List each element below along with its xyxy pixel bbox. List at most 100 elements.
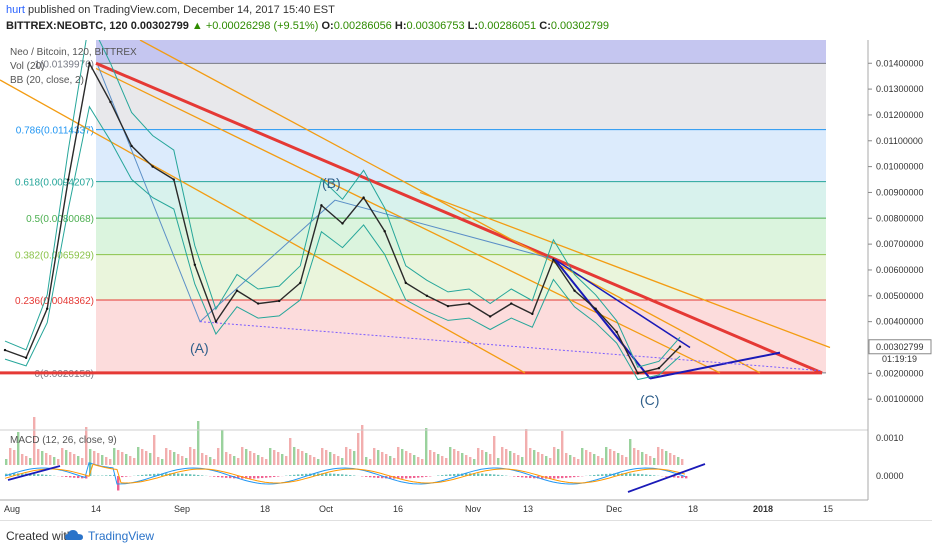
volume-bar [561, 431, 563, 465]
volume-bar [349, 449, 351, 465]
macd-histogram-bar [641, 474, 643, 476]
footer: Created with TradingView [0, 520, 932, 551]
fib-retracement[interactable]: 1(0.0139976)0.786(0.0114337)0.618(0.0094… [15, 40, 826, 380]
macd-histogram-bar [649, 475, 651, 476]
volume-bar [557, 449, 559, 465]
macd-histogram-bar [141, 475, 143, 476]
price-tick-label: 0.00700000 [876, 239, 924, 249]
price-tick-label: 0.00500000 [876, 291, 924, 301]
volume-bar [77, 456, 79, 465]
macd-line [5, 463, 685, 484]
volume-bar [673, 455, 675, 465]
price-tick-label: 0.00600000 [876, 265, 924, 275]
macd-histogram-bar [269, 476, 271, 477]
time-tick-label: 14 [91, 504, 101, 514]
volume-bar [49, 455, 51, 465]
volume-bar [661, 449, 663, 465]
macd-histogram-bar [629, 473, 631, 476]
macd-histogram-bar [77, 476, 79, 478]
macd-histogram-bar [665, 476, 667, 477]
volume-bar [273, 450, 275, 465]
volume-bar [645, 454, 647, 465]
volume-bar [573, 457, 575, 465]
price-tick-label: 0.01100000 [876, 136, 923, 146]
macd-histogram-bar [341, 474, 343, 476]
close-value: 0.00302799 [551, 20, 609, 32]
volume-bar [509, 451, 511, 465]
volume-bar [605, 447, 607, 465]
price-point [299, 282, 301, 284]
volume-bar [305, 453, 307, 465]
volume-bar [329, 452, 331, 465]
macd-histogram-bar [325, 473, 327, 476]
volume-bar [545, 456, 547, 465]
volume-bar [141, 449, 143, 465]
volume-bar [637, 450, 639, 465]
volume-bar [93, 451, 95, 465]
volume-bar [569, 455, 571, 465]
price-point [173, 178, 175, 180]
price-point [468, 302, 470, 304]
volume-bar [601, 458, 603, 465]
time-tick-label: 18 [260, 504, 270, 514]
volume-bar [345, 447, 347, 465]
volume-bar [393, 458, 395, 465]
macd-histogram-bar [485, 474, 487, 476]
price-point [658, 367, 660, 369]
price-chart[interactable]: 1(0.0139976)0.786(0.0114337)0.618(0.0094… [0, 40, 932, 520]
low-value: 0.00286051 [478, 20, 536, 32]
volume-bar [293, 447, 295, 465]
volume-bar [65, 450, 67, 465]
author-name[interactable]: hurt [6, 4, 25, 16]
macd-histogram-bar [413, 476, 415, 478]
volume-bar [57, 459, 59, 465]
up-triangle-icon: ▲ [192, 20, 203, 32]
volume-bar [45, 453, 47, 465]
macd-histogram-bar [105, 475, 107, 476]
wave-a-label: (A) [190, 340, 209, 356]
volume-bar [53, 457, 55, 465]
volume-bar [225, 452, 227, 465]
volume-bar [309, 455, 311, 465]
volume-bar [117, 450, 119, 465]
tradingview-logo-text[interactable]: TradingView [88, 529, 154, 543]
macd-histogram-bar [121, 476, 123, 477]
macd-histogram-bar [369, 476, 371, 477]
price-point [320, 204, 322, 206]
macd-histogram-bar [565, 476, 567, 478]
macd-histogram-bar [225, 476, 227, 478]
volume-bar [525, 429, 527, 465]
macd-histogram-bar [217, 476, 219, 477]
macd-histogram-bar [377, 476, 379, 478]
macd-histogram-bar [633, 474, 635, 476]
price-point [130, 145, 132, 147]
volume-bar [205, 455, 207, 465]
macd-histogram-bar [365, 476, 367, 477]
price-point [215, 320, 217, 322]
low-label: L: [468, 20, 478, 32]
volume-bar [237, 458, 239, 465]
volume-bar [633, 448, 635, 465]
price-tick-label: 0.00900000 [876, 187, 924, 197]
volume-bar [361, 425, 363, 465]
close-label: C: [539, 20, 551, 32]
macd-histogram-bar [249, 476, 251, 479]
volume-bar [317, 459, 319, 465]
volume-bar [325, 450, 327, 465]
macd-histogram-bar [645, 475, 647, 476]
fib-zone [96, 130, 826, 182]
volume-bar [429, 450, 431, 465]
macd-histogram-bar [41, 474, 43, 476]
price-point [531, 313, 533, 315]
price-tick-label: 0.01400000 [876, 58, 924, 68]
symbol-line: BITTREX:NEOBTC, 120 0.00302799 ▲ +0.0002… [6, 20, 609, 32]
macd-histogram-bar [265, 476, 267, 478]
volume-bar [533, 450, 535, 465]
volume-bar [369, 459, 371, 465]
volume-bar [265, 459, 267, 465]
price-point [362, 196, 364, 198]
volume-bar [517, 455, 519, 465]
volume-bar [109, 459, 111, 465]
wave-b-label: (B) [322, 175, 341, 191]
volume-bar [641, 452, 643, 465]
